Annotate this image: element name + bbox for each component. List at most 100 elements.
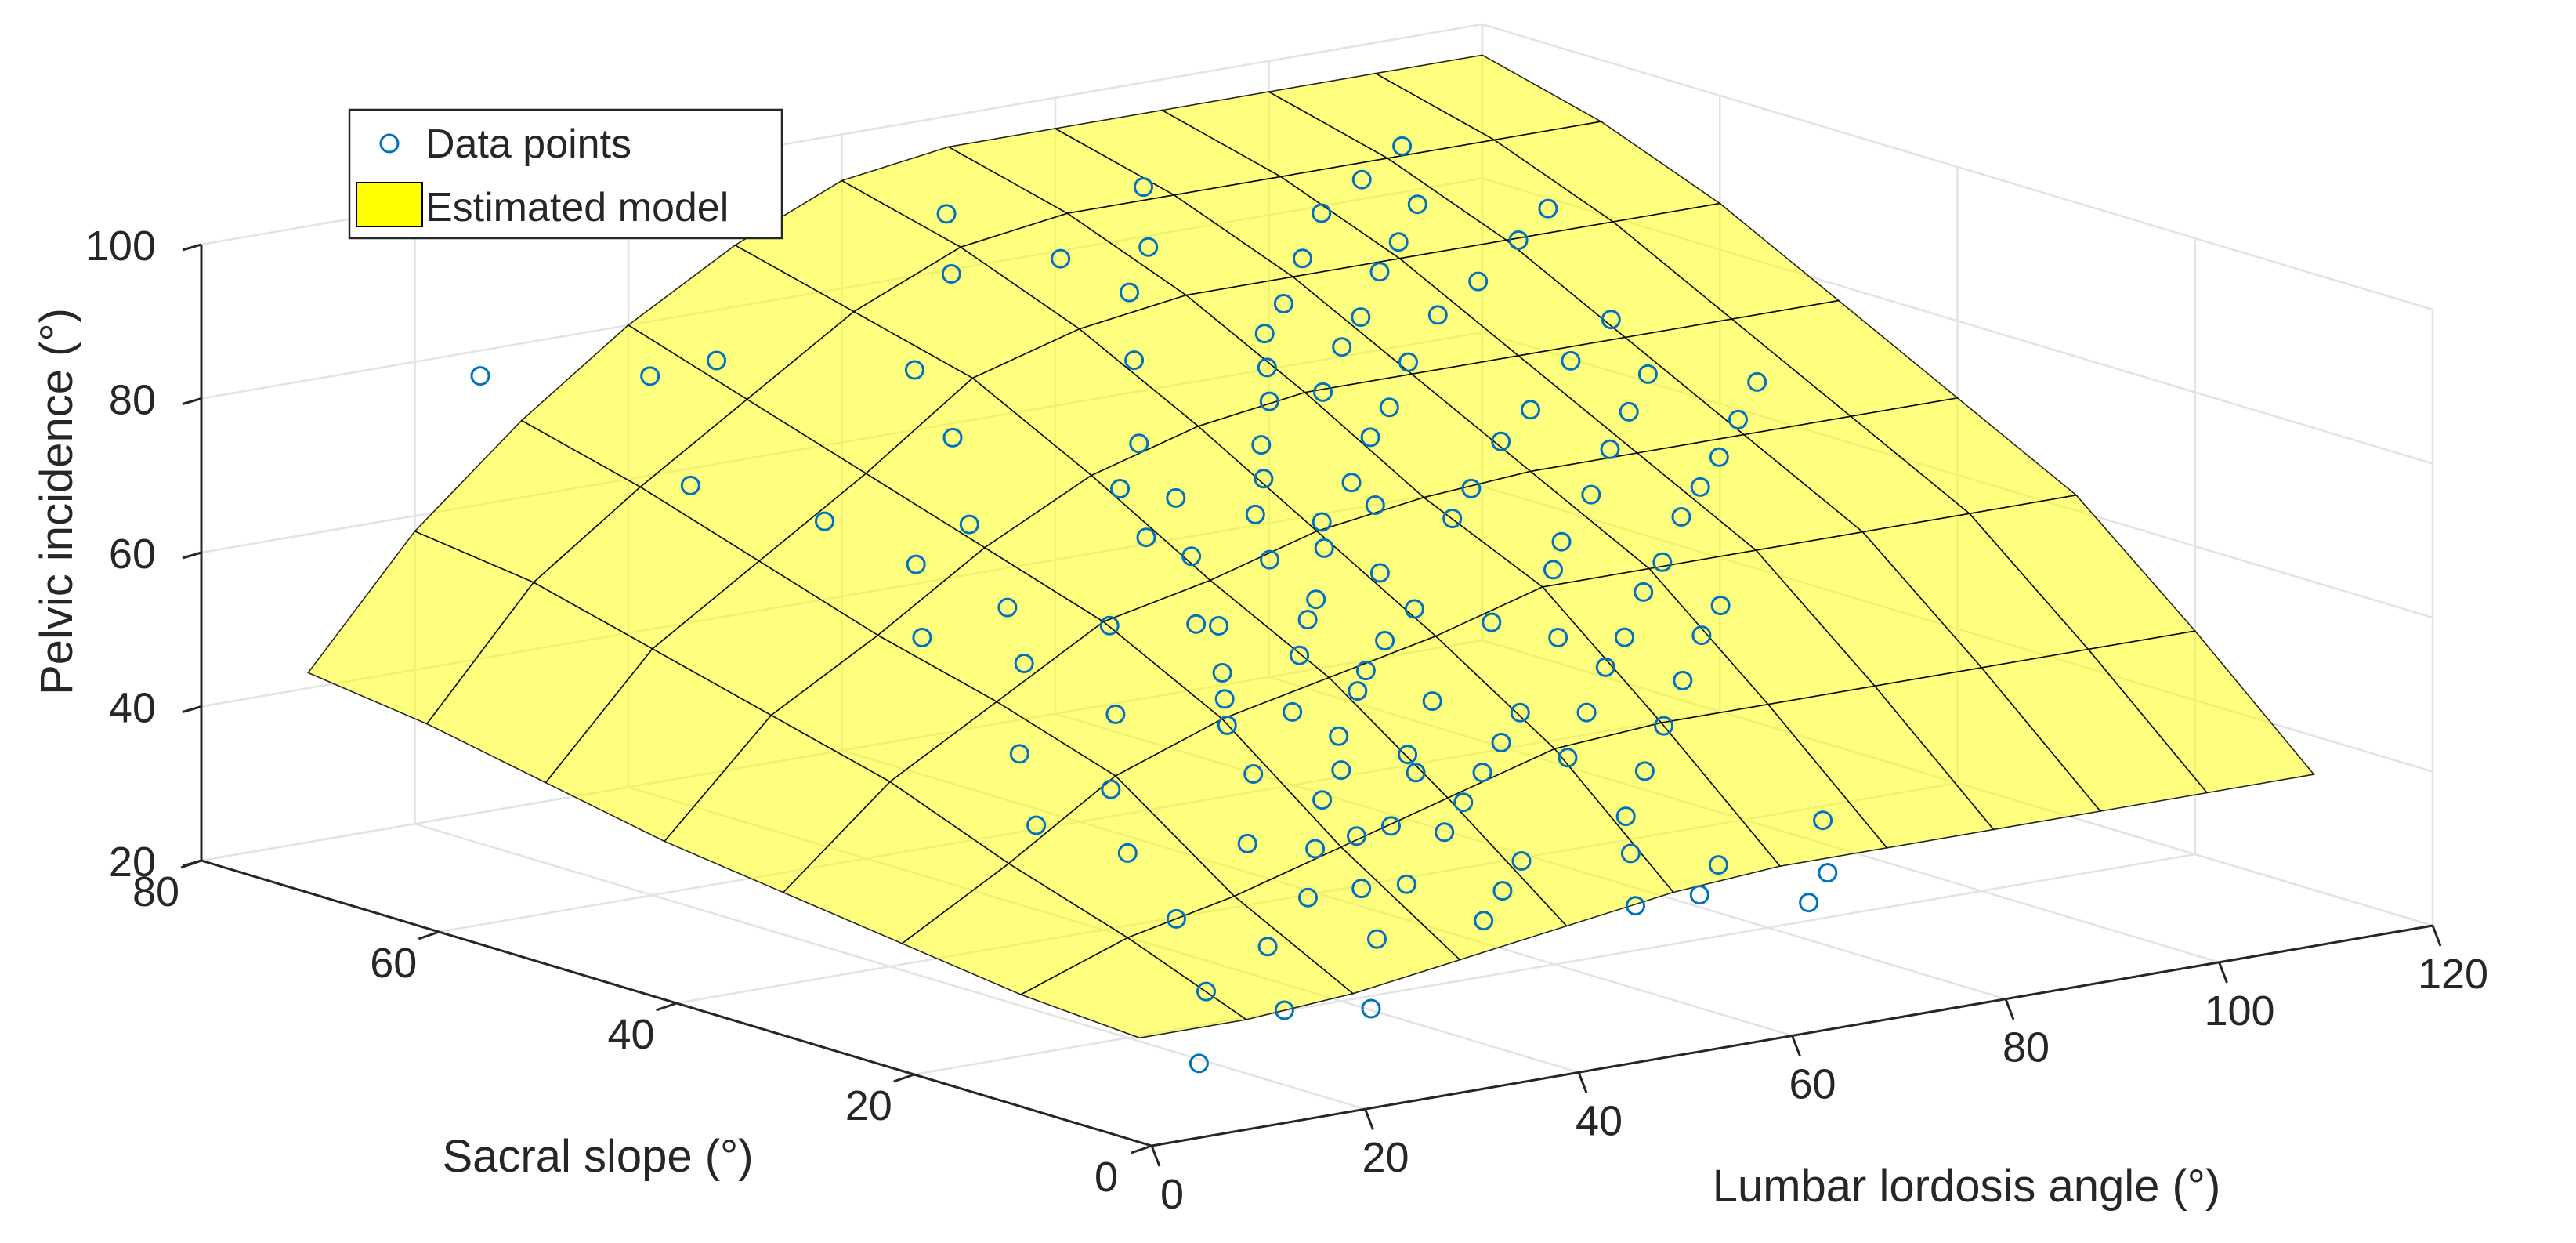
data-point	[1312, 203, 1332, 223]
data-point	[1254, 469, 1274, 489]
data-point	[1615, 627, 1634, 647]
y-tick-label: 0	[1094, 1154, 1118, 1201]
data-point	[1257, 357, 1277, 378]
data-point	[1521, 400, 1540, 420]
data-point	[1369, 262, 1390, 282]
data-point	[1691, 625, 1712, 646]
data-point	[1561, 350, 1581, 371]
y-tick-mark	[893, 1073, 915, 1083]
z-axis-title: Pelvic incidence (°)	[31, 308, 82, 695]
data-point	[1652, 552, 1673, 572]
data-point	[1634, 761, 1655, 781]
data-point	[1251, 435, 1272, 455]
data-point	[1398, 745, 1418, 765]
x-tick-mark	[1150, 1145, 1161, 1167]
data-point	[1298, 887, 1318, 908]
data-point	[1305, 839, 1326, 859]
z-tick-label: 80	[109, 377, 156, 424]
z-tick-mark	[182, 243, 202, 252]
data-point	[1709, 447, 1729, 467]
z-tick-mark	[182, 551, 202, 560]
grid-line	[914, 853, 2195, 1076]
data-point	[1329, 726, 1349, 746]
data-point	[1186, 614, 1207, 634]
data-point	[1747, 371, 1767, 392]
y-tick-mark	[418, 930, 440, 940]
data-point	[1551, 531, 1572, 552]
data-point	[1254, 324, 1275, 344]
data-point	[1290, 645, 1310, 665]
y-tick-mark	[1131, 1144, 1152, 1154]
y-tick-label: 60	[370, 940, 417, 987]
data-point	[1508, 230, 1529, 250]
z-tick-mark	[182, 705, 202, 713]
data-point	[1388, 232, 1409, 252]
data-point	[1110, 479, 1131, 498]
data-point	[1690, 477, 1710, 497]
x-tick-mark	[1577, 1071, 1588, 1093]
data-point	[1600, 439, 1620, 459]
data-point	[1355, 661, 1376, 681]
data-point	[1601, 310, 1621, 330]
data-point	[1120, 282, 1139, 303]
data-point	[1341, 473, 1362, 493]
data-point	[1129, 433, 1149, 454]
data-point	[1099, 615, 1120, 636]
data-point	[1468, 271, 1489, 292]
legend-data-points-label: Data points	[425, 121, 631, 167]
data-point	[1196, 981, 1216, 1002]
data-point	[1306, 589, 1326, 610]
data-point	[1312, 790, 1333, 810]
grid-line	[1482, 23, 2433, 311]
data-point	[1214, 689, 1235, 709]
x-tick-label: 100	[2204, 988, 2274, 1035]
data-point	[1615, 806, 1636, 827]
y-axis-title: Sacral slope (°)	[442, 1131, 753, 1182]
data-point	[1407, 194, 1427, 215]
data-point	[1351, 879, 1372, 899]
data-point	[1360, 427, 1380, 448]
data-point	[1009, 744, 1029, 764]
data-point	[906, 554, 926, 574]
data-point	[1461, 478, 1482, 498]
data-point	[1314, 538, 1334, 558]
data-point	[1361, 998, 1381, 1019]
x-tick-label: 40	[1576, 1097, 1623, 1144]
z-tick-mark	[182, 397, 202, 405]
data-point	[959, 514, 979, 535]
data-point	[1654, 716, 1674, 736]
data-point	[1620, 843, 1641, 864]
data-point	[1331, 760, 1351, 781]
data-point	[1558, 748, 1578, 768]
data-point	[1273, 294, 1293, 313]
data-point	[1818, 863, 1838, 883]
data-point	[1435, 822, 1455, 843]
data-point	[1427, 305, 1448, 325]
data-point	[1347, 826, 1366, 846]
data-point	[1209, 616, 1228, 636]
data-point	[1189, 1053, 1209, 1074]
data-point	[1619, 401, 1639, 422]
data-point	[1375, 631, 1395, 650]
data-point	[1581, 484, 1601, 505]
x-tick-label: 120	[2418, 951, 2488, 998]
z-tick-mark	[182, 859, 202, 868]
x-tick-label: 0	[1160, 1171, 1184, 1218]
z-tick-label: 20	[109, 839, 156, 886]
data-point	[1474, 911, 1494, 931]
data-point	[1492, 881, 1513, 901]
data-point	[1673, 670, 1693, 690]
data-point	[912, 628, 932, 647]
data-point	[1260, 549, 1280, 570]
data-point	[1367, 929, 1387, 949]
data-point	[1124, 350, 1145, 371]
data-point	[1442, 509, 1463, 528]
data-point	[1472, 763, 1492, 783]
x-tick-label: 20	[1362, 1134, 1409, 1181]
data-point	[1014, 654, 1034, 673]
data-point	[1626, 896, 1645, 916]
x-tick-mark	[2431, 925, 2442, 947]
data-point	[1398, 352, 1418, 372]
data-point	[640, 366, 660, 386]
